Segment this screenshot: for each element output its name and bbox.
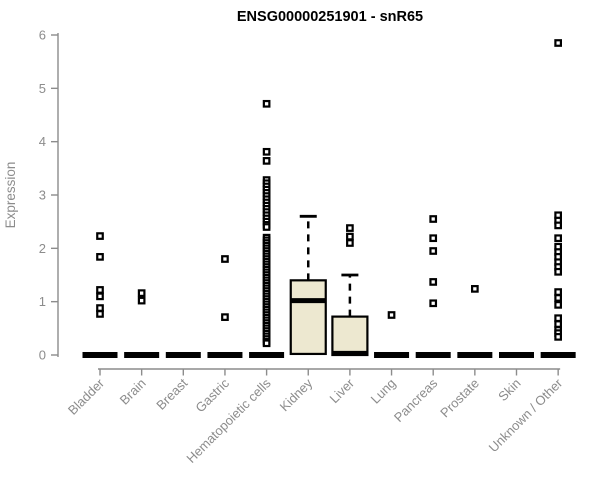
x-tick-label: Gastric: [192, 375, 232, 415]
outlier-point: [346, 224, 354, 232]
collapsed-box: [249, 352, 285, 358]
collapsed-box: [165, 352, 201, 358]
y-tick-label: 4: [39, 134, 46, 149]
collapsed-box: [374, 352, 410, 358]
outlier-point: [262, 157, 271, 165]
x-tick-label: Breast: [153, 375, 190, 412]
box: [289, 279, 327, 356]
collapsed-box: [415, 352, 451, 358]
outlier-point: [96, 304, 104, 312]
y-tick-label: 6: [39, 28, 46, 43]
outlier-point: [96, 310, 104, 318]
x-tick-label: Pancreas: [391, 375, 441, 425]
collapsed-box: [457, 352, 493, 358]
outlier-point: [554, 221, 563, 230]
outlier-point: [346, 232, 354, 241]
outlier-point: [262, 147, 271, 156]
x-tick-label: Prostate: [437, 376, 482, 421]
y-tick-label: 5: [39, 81, 46, 96]
y-tick-label: 3: [39, 188, 46, 203]
outlier-point: [429, 299, 438, 308]
outlier-point: [262, 99, 271, 108]
outlier-point: [96, 253, 104, 261]
outlier-point: [96, 286, 104, 294]
outlier-point: [554, 267, 563, 276]
collapsed-box: [207, 352, 243, 358]
outlier-point: [554, 301, 563, 309]
outlier-point: [554, 314, 563, 323]
x-tick-label: Liver: [326, 375, 357, 406]
outlier-point: [554, 333, 563, 341]
collapsed-box: [499, 352, 534, 358]
y-axis-label: Expression: [3, 162, 18, 229]
outlier-point: [96, 232, 104, 240]
outlier-point: [554, 320, 563, 328]
x-tick-label: Bladder: [65, 375, 108, 418]
collapsed-box: [540, 352, 576, 358]
outlier-point: [221, 255, 229, 263]
outlier-point: [96, 292, 104, 301]
outlier-point: [429, 215, 438, 223]
outlier-point: [221, 313, 229, 321]
y-tick-label: 1: [39, 294, 46, 309]
outlier-point: [471, 285, 479, 293]
chart-title: ENSG00000251901 - snR65: [237, 9, 423, 25]
x-tick-label: Brain: [117, 376, 149, 408]
y-tick-label: 2: [39, 241, 46, 256]
outlier-point: [429, 278, 438, 286]
x-tick-label: Lung: [368, 376, 399, 407]
y-tick-label: 0: [39, 348, 46, 363]
outlier-point: [346, 239, 354, 247]
outlier-point: [137, 289, 146, 297]
outlier-point: [262, 223, 271, 231]
x-tick-label: Skin: [495, 376, 523, 404]
outlier-point: [429, 234, 438, 243]
outlier-point: [554, 288, 563, 296]
outlier-point: [554, 39, 563, 47]
x-tick-label: Kidney: [277, 375, 316, 414]
outlier-point: [262, 339, 271, 348]
outlier-point: [554, 234, 563, 243]
outlier-point: [387, 311, 396, 319]
collapsed-box: [124, 352, 160, 358]
x-tick-label: Unknown / Other: [486, 375, 566, 455]
box: [331, 315, 369, 357]
outlier-point: [429, 247, 438, 255]
outlier-point: [137, 296, 146, 305]
collapsed-box: [82, 352, 118, 358]
outlier-point: [554, 294, 563, 302]
